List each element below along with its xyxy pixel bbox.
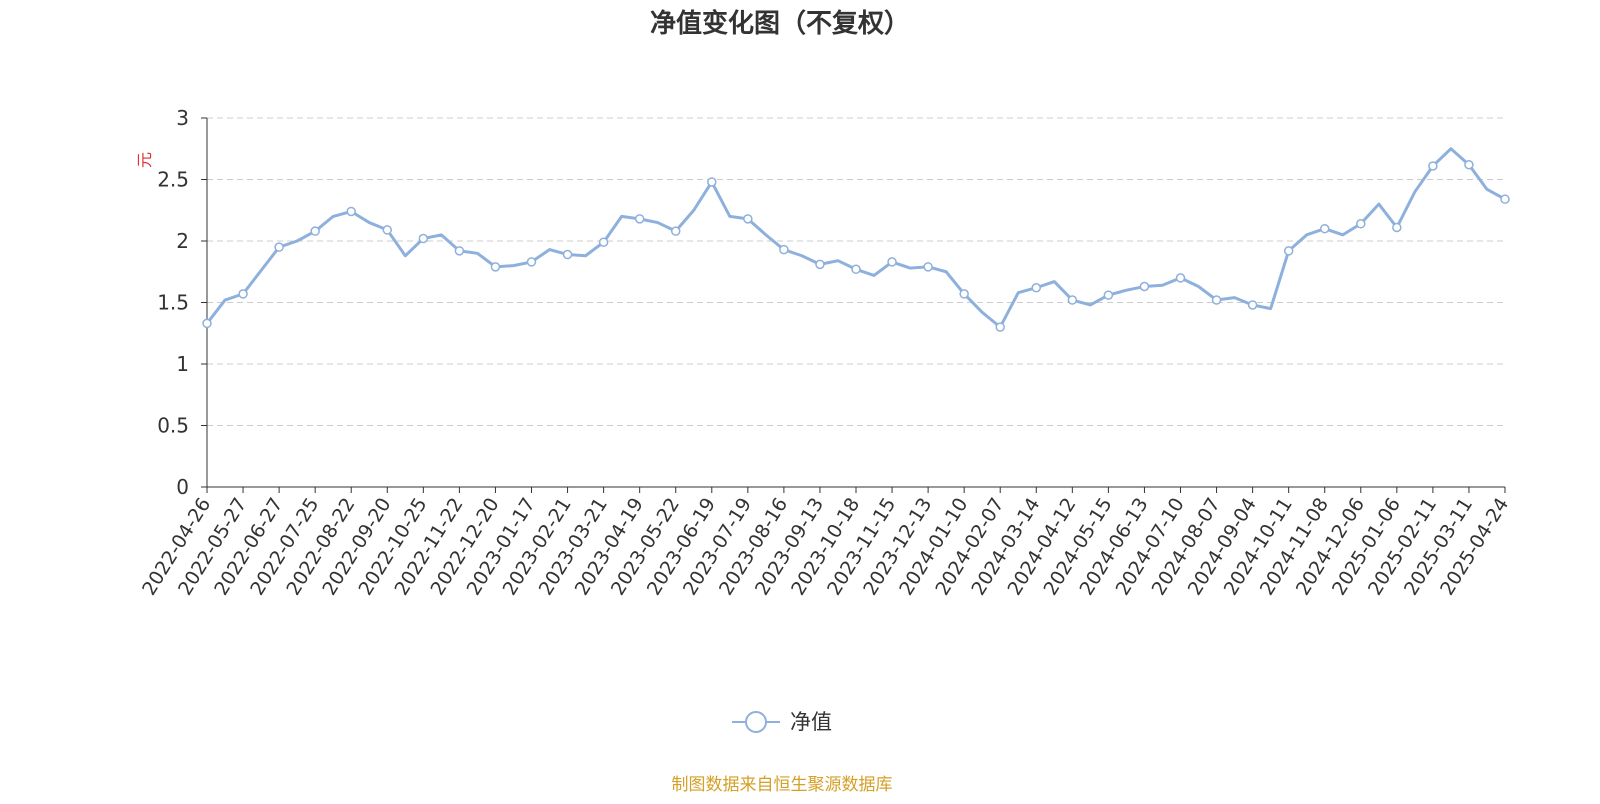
point-marker [1067,295,1078,305]
point-marker [1500,194,1510,204]
point-marker [310,226,320,236]
y-tick-label: 0 [176,475,189,499]
y-tick-label: 3 [176,106,189,130]
point-marker [238,289,248,299]
point-marker [1211,295,1222,305]
point-marker [887,257,897,267]
point-marker [1031,282,1042,293]
source-note: 制图数据来自恒生聚源数据库 [672,775,893,795]
legend-marker [745,711,767,733]
point-marker [1392,222,1402,233]
point-marker [1319,223,1330,234]
point-marker [923,262,933,272]
y-tick-label: 2.5 [157,168,189,192]
y-tick-label: 2 [176,229,189,253]
point-marker [1428,161,1438,171]
point-marker [598,237,609,247]
point-marker [382,225,393,235]
point-marker [995,322,1005,332]
point-marker [851,264,861,275]
point-marker [959,289,969,299]
y-tick-label: 0.5 [157,414,189,438]
point-marker [634,214,645,224]
point-marker [454,246,465,256]
point-marker [1283,246,1294,256]
y-tick-label: 1.5 [157,291,189,315]
point-marker [1464,159,1474,170]
point-marker [743,214,753,224]
point-marker [1247,300,1258,310]
y-tick-label: 1 [176,352,189,376]
point-marker [202,318,212,329]
y-axis-label: 元 [135,152,154,168]
series-line [205,147,1506,329]
point-marker [707,177,717,187]
point-marker [490,262,501,272]
point-marker [1175,273,1186,283]
point-marker [418,233,429,244]
point-marker [526,257,537,267]
point-marker [562,249,573,260]
legend-label: 净值 [790,710,832,734]
point-marker [670,226,681,236]
point-marker [1103,290,1114,300]
point-marker [815,259,825,270]
point-marker [274,242,284,252]
point-marker [1356,219,1366,229]
chart-title: 净值变化图（不复权） [650,8,910,39]
point-marker [1139,281,1150,292]
point-marker [346,206,356,217]
point-marker [779,244,789,255]
